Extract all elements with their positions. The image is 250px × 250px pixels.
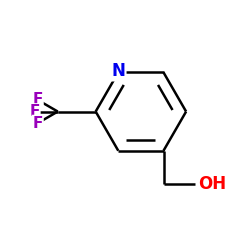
- Text: N: N: [111, 62, 125, 80]
- Text: OH: OH: [198, 175, 226, 193]
- Text: F: F: [32, 92, 43, 108]
- Text: F: F: [29, 104, 40, 119]
- Text: F: F: [32, 116, 43, 131]
